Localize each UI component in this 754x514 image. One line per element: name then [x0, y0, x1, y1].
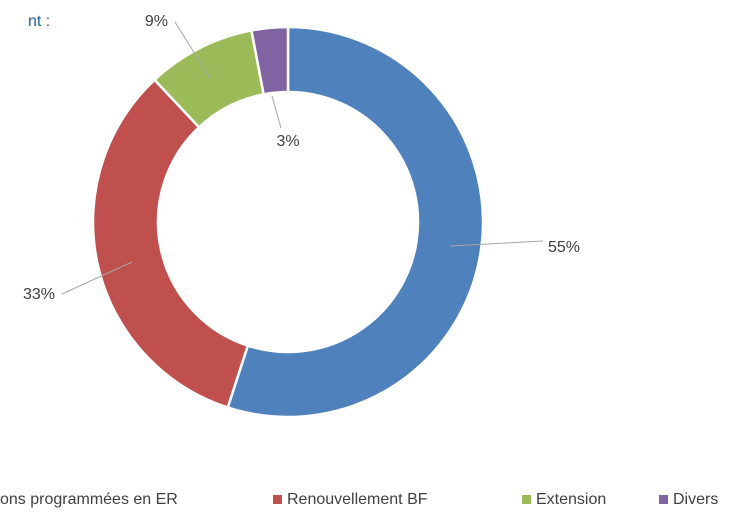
legend-label: Extension	[536, 491, 606, 508]
data-label: 3%	[276, 133, 299, 150]
chart-title: nt :	[28, 13, 50, 30]
donut-segment	[226, 25, 485, 419]
leader-line	[174, 21, 211, 79]
legend-marker	[659, 495, 668, 504]
leader-line	[271, 95, 282, 129]
legend-label: Divers	[673, 491, 718, 508]
legend-label: Renouvellement BF	[287, 491, 428, 508]
legend-label: ons programmées en ER	[0, 491, 178, 508]
donut-segment	[91, 78, 250, 410]
donut-segment	[249, 25, 290, 96]
leader-line	[61, 261, 133, 295]
legend-marker	[522, 495, 531, 504]
legend-marker	[273, 495, 282, 504]
leader-line	[449, 240, 544, 247]
data-label: 9%	[145, 13, 168, 30]
data-label: 55%	[548, 239, 580, 256]
data-label: 33%	[23, 286, 55, 303]
